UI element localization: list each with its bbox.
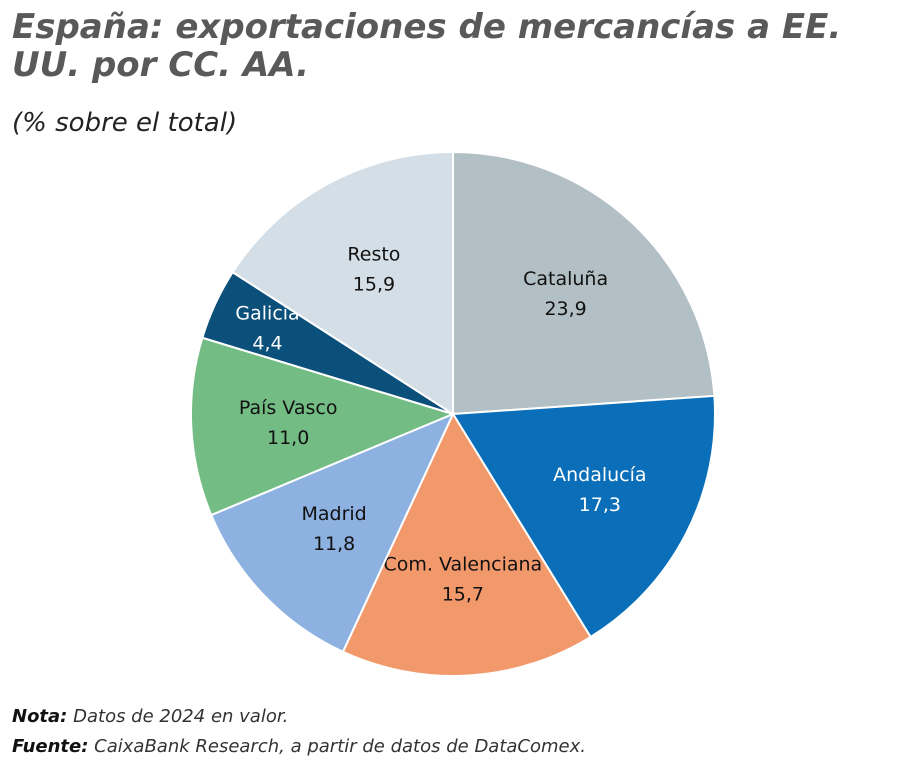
pie-slice: [231, 150, 454, 416]
chart-title: España: exportaciones de mercancías a EE…: [12, 7, 842, 85]
slice-label: Resto: [347, 244, 400, 266]
slice-label: Cataluña: [523, 268, 608, 290]
value-label: 4,4: [252, 333, 282, 355]
chart-subtitle: (% sobre el total): [12, 108, 238, 138]
source-text: CaixaBank Research, a partir de datos de…: [94, 736, 586, 757]
note-label: Nota:: [12, 706, 68, 727]
value-label: 11,8: [313, 533, 355, 555]
slice-label: Com. Valenciana: [383, 553, 542, 575]
value-label: 17,3: [579, 494, 621, 516]
pie-slice: [451, 394, 716, 639]
slice-label: País Vasco: [239, 397, 338, 419]
pie-slice: [341, 411, 592, 677]
slice-label: Galicia: [235, 303, 299, 325]
pie-slice: [452, 150, 716, 416]
source-label: Fuente:: [12, 736, 89, 757]
slice-label: Andalucía: [553, 464, 646, 486]
note-text: Datos de 2024 en valor.: [73, 706, 289, 727]
value-label: 15,9: [353, 274, 395, 296]
slice-label: Madrid: [301, 503, 366, 525]
source: Fuente: CaixaBank Research, a partir de …: [12, 736, 586, 757]
value-label: 15,7: [442, 583, 484, 605]
value-label: 23,9: [544, 298, 586, 320]
chart: Cataluña 23,9 Andalucía 17,3 Com. Valenciana…: [190, 150, 716, 677]
pie-slice: [190, 336, 456, 517]
note: Nota: Datos de 2024 en valor.: [12, 706, 288, 727]
value-label: 11,0: [267, 427, 309, 449]
pie-slice: [209, 412, 455, 654]
